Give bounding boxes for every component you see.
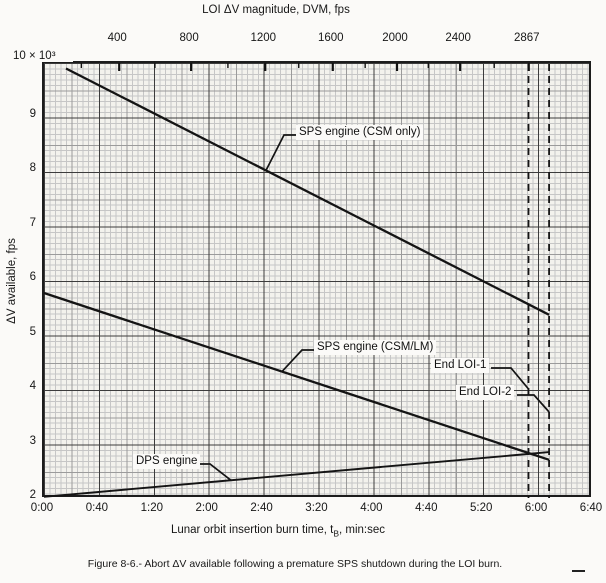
top-tick-label: 2867: [513, 32, 540, 44]
plot-svg: [44, 63, 550, 498]
x-axis-title-text: Lunar orbit insertion burn time, t: [170, 524, 334, 536]
leader-sps-csm-lm: [281, 349, 314, 373]
x-tick-label: 0:40: [85, 502, 109, 514]
series-label-dps-engine: DPS engine: [133, 454, 201, 469]
x-axis-title-subscript: B: [333, 528, 340, 539]
annotation-label-end-loi-1: End LOI-1: [431, 358, 490, 373]
y-tick-label: 5: [29, 325, 36, 338]
y-tick-label: 2: [29, 489, 36, 501]
leader-sps-csm-only: [265, 134, 296, 171]
x-tick-label: 4:00: [360, 502, 383, 514]
figure-caption: Figure 8-6.- Abort ΔV available followin…: [87, 558, 503, 570]
series-line-0: [65, 67, 550, 316]
top-tick-label: 2000: [382, 32, 408, 44]
y-tick-label: 9: [29, 107, 36, 120]
x-tick-label: 0:00: [30, 502, 54, 514]
annotation-label-end-loi-2: End LOI-2: [456, 385, 515, 400]
x-tick-label: 2:00: [195, 502, 218, 514]
series-label-sps-csm-lm: SPS engine (CSM/LM): [314, 340, 437, 355]
x-tick-label: 4:40: [415, 502, 438, 514]
x-tick-label: 6:00: [524, 502, 548, 514]
caption-end-mark: [572, 570, 585, 572]
y-tick-label: 4: [29, 380, 36, 392]
x-axis-title-suffix: , min:sec: [339, 524, 386, 536]
top-tick-label: 800: [179, 32, 199, 44]
top-tick-label: 1200: [250, 32, 277, 44]
top-tick-label: 400: [107, 32, 127, 44]
top-tick-label: 1600: [317, 32, 344, 44]
x-tick-label: 2:40: [250, 502, 273, 514]
series-line-1: [44, 291, 550, 461]
x-axis-title: Lunar orbit insertion burn time, tB, min…: [171, 524, 385, 538]
x-tick-label: 1:20: [140, 502, 163, 514]
top-tick-label: 2400: [445, 32, 471, 44]
top-axis-title: LOI ΔV magnitude, DVM, fps: [202, 4, 350, 16]
y-tick-label: 10 × 10³: [13, 50, 73, 62]
x-tick-label: 6:40: [579, 502, 603, 514]
series-line-2: [44, 451, 550, 498]
series-label-sps-csm-only: SPS engine (CSM only): [296, 125, 424, 140]
x-tick-label: 3:20: [305, 502, 328, 514]
y-tick-label: 7: [29, 216, 36, 229]
y-tick-label: 6: [29, 271, 36, 283]
x-tick-label: 5:20: [469, 502, 493, 514]
y-tick-label: 3: [29, 434, 36, 447]
leader-end-loi-1: [491, 367, 530, 390]
y-tick-label: 8: [29, 162, 36, 174]
leader-dps-engine: [196, 463, 232, 481]
leader-end-loi-2: [517, 394, 550, 413]
